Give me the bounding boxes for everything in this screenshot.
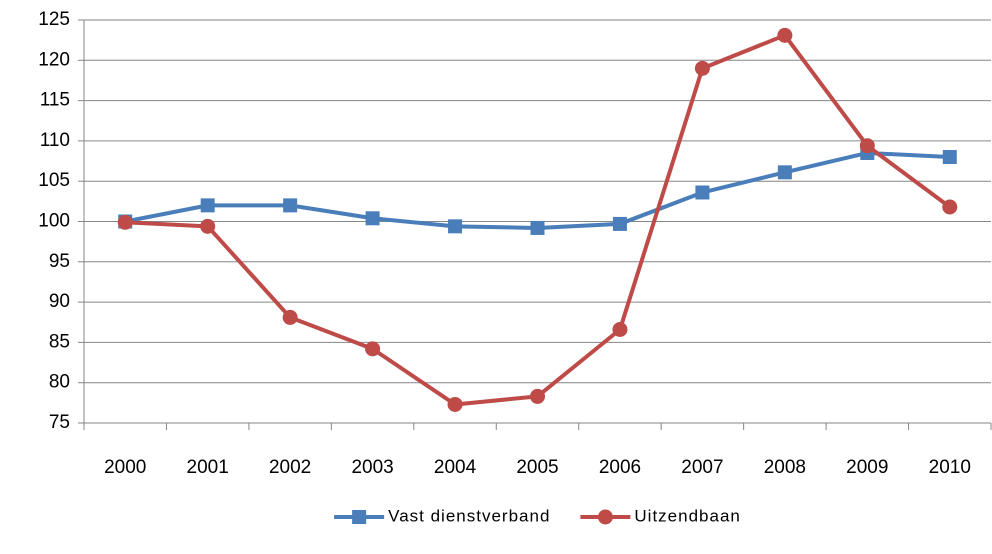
data-point [612,322,628,338]
x-tick-label: 2009 [846,457,888,478]
y-tick-label: 80 [49,372,70,393]
data-point [365,341,381,357]
y-tick-label: 100 [38,211,70,232]
data-point [777,27,793,43]
data-point [365,211,380,226]
data-point [695,185,710,200]
data-point [777,165,792,180]
data-point [117,214,133,230]
data-point [448,219,463,234]
series-line [125,33,951,407]
legend-marker [352,510,367,524]
legend-item: Uitzendbaan [580,506,740,525]
data-point [200,218,216,234]
x-tick-label: 2001 [187,457,229,478]
data-point [282,309,298,325]
data-point [694,60,710,76]
y-tick-label: 105 [38,170,70,191]
y-tick-label: 120 [38,49,70,70]
y-tick-label: 110 [40,130,70,151]
x-tick-label: 2006 [599,457,641,478]
y-tick-label: 125 [38,9,70,30]
x-tick-label: 2008 [764,457,806,478]
x-tick-label: 2000 [104,457,146,478]
data-point [200,198,215,213]
data-point [942,199,958,215]
data-point [530,388,545,404]
legend-marker [597,509,613,525]
data-point [283,198,298,213]
x-tick-label: 2010 [929,457,971,478]
y-tick-label: 115 [40,90,70,111]
y-tick-label: 75 [49,412,70,433]
data-point [447,396,463,412]
data-point [612,216,627,231]
legend-item: Vast dienstverband [334,506,550,525]
x-tick-label: 2007 [681,457,723,478]
y-tick-label: 90 [49,291,70,312]
legend-label: Vast dienstverband [388,506,550,525]
data-point [859,138,875,154]
series-line [124,150,950,230]
data-point [942,150,957,165]
x-tick-label: 2002 [269,457,311,478]
x-tick-label: 2003 [351,457,393,478]
x-tick-label: 2005 [516,457,558,478]
y-tick-label: 85 [49,331,70,352]
x-tick-label: 2004 [434,457,477,478]
data-point [530,220,545,235]
legend: Vast dienstverband Uitzendbaan [334,506,740,525]
legend-label: Uitzendbaan [634,506,740,525]
y-tick-label: 95 [49,251,70,272]
